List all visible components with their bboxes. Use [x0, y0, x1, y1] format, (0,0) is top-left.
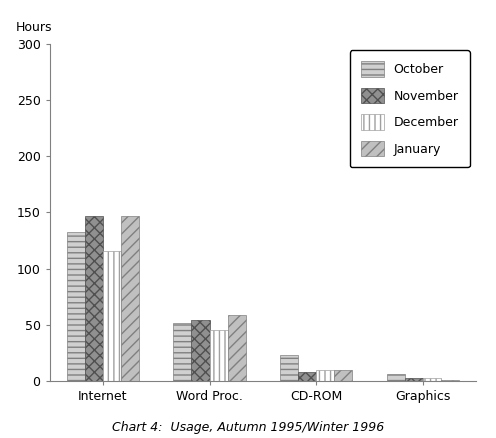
Bar	[298, 372, 316, 381]
Bar	[405, 378, 423, 381]
Bar	[103, 251, 121, 381]
Bar	[191, 320, 209, 381]
Bar	[423, 378, 441, 381]
Bar	[441, 380, 459, 381]
Text: Chart 4:  Usage, Autumn 1995/Winter 1996: Chart 4: Usage, Autumn 1995/Winter 1996	[112, 420, 384, 434]
Text: Hours: Hours	[15, 21, 52, 34]
Bar	[173, 323, 191, 381]
Bar	[228, 315, 246, 381]
Bar	[334, 370, 353, 381]
Bar	[209, 330, 228, 381]
Bar	[121, 216, 139, 381]
Bar	[85, 216, 103, 381]
Bar	[386, 374, 405, 381]
Bar	[66, 232, 85, 381]
Bar	[280, 355, 298, 381]
Legend: October, November, December, January: October, November, December, January	[350, 50, 470, 167]
Bar	[316, 370, 334, 381]
